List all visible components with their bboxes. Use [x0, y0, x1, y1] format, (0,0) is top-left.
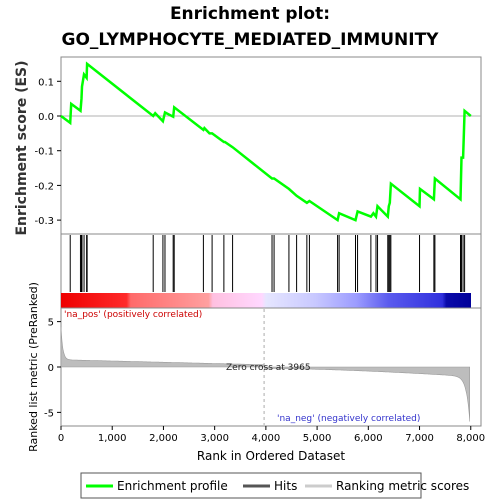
enrichment-profile-line: [60, 61, 472, 223]
x-tick-label: 4,000: [252, 433, 281, 444]
metric-y-tick-label: -5: [44, 408, 54, 419]
pos-correlated-label: 'na_pos' (positively correlated): [64, 310, 202, 320]
hits-group: [69, 235, 466, 292]
x-tick-label: 2,000: [149, 433, 178, 444]
es-y-axis-label: Enrichment score (ES): [14, 60, 30, 235]
es-panel-frame: [60, 56, 482, 235]
x-tick-label: 5,000: [303, 433, 332, 444]
legend-metric-label: Ranking metric scores: [336, 479, 469, 493]
es-y-tick-label: 0.1: [38, 77, 54, 88]
x-tick-label: 0: [58, 433, 64, 444]
es-y-tick-label: -0.3: [34, 216, 54, 227]
metric-y-tick-label: 0: [48, 363, 54, 374]
chart-title-line1: Enrichment plot:: [170, 4, 330, 24]
x-axis-ticks: 0 1,000 2,000 3,000 4,000 5,000 6,000 7,000 8,00…: [58, 426, 485, 444]
zero-cross-label: Zero cross at 3965: [226, 363, 311, 373]
x-tick-label: 1,000: [98, 433, 127, 444]
legend-hits-label: Hits: [274, 479, 297, 493]
neg-correlated-label: 'na_neg' (negatively correlated): [277, 414, 420, 424]
x-tick-label: 8,000: [456, 433, 485, 444]
rank-heatmap-bar: [61, 293, 471, 308]
es-y-tick-label: -0.1: [34, 147, 54, 158]
x-axis-label: Rank in Ordered Dataset: [197, 449, 345, 463]
metric-y-axis-label: Ranked list metric (PreRanked): [27, 282, 40, 452]
metric-y-tick-label: 5: [48, 318, 54, 329]
es-y-tick-label: -0.2: [34, 181, 54, 192]
x-tick-label: 7,000: [405, 433, 434, 444]
metric-y-ticks: 5 0 -5: [44, 318, 61, 419]
legend-profile-label: Enrichment profile: [117, 479, 228, 493]
x-tick-label: 6,000: [354, 433, 383, 444]
chart-title-line2: GO_LYMPHOCYTE_MEDIATED_IMMUNITY: [62, 30, 440, 50]
es-y-ticks: 0.1 0.0 -0.1 -0.2 -0.3: [34, 77, 61, 227]
ranking-metric-area: [60, 327, 470, 422]
es-y-tick-label: 0.0: [38, 112, 54, 123]
x-tick-label: 3,000: [200, 433, 229, 444]
